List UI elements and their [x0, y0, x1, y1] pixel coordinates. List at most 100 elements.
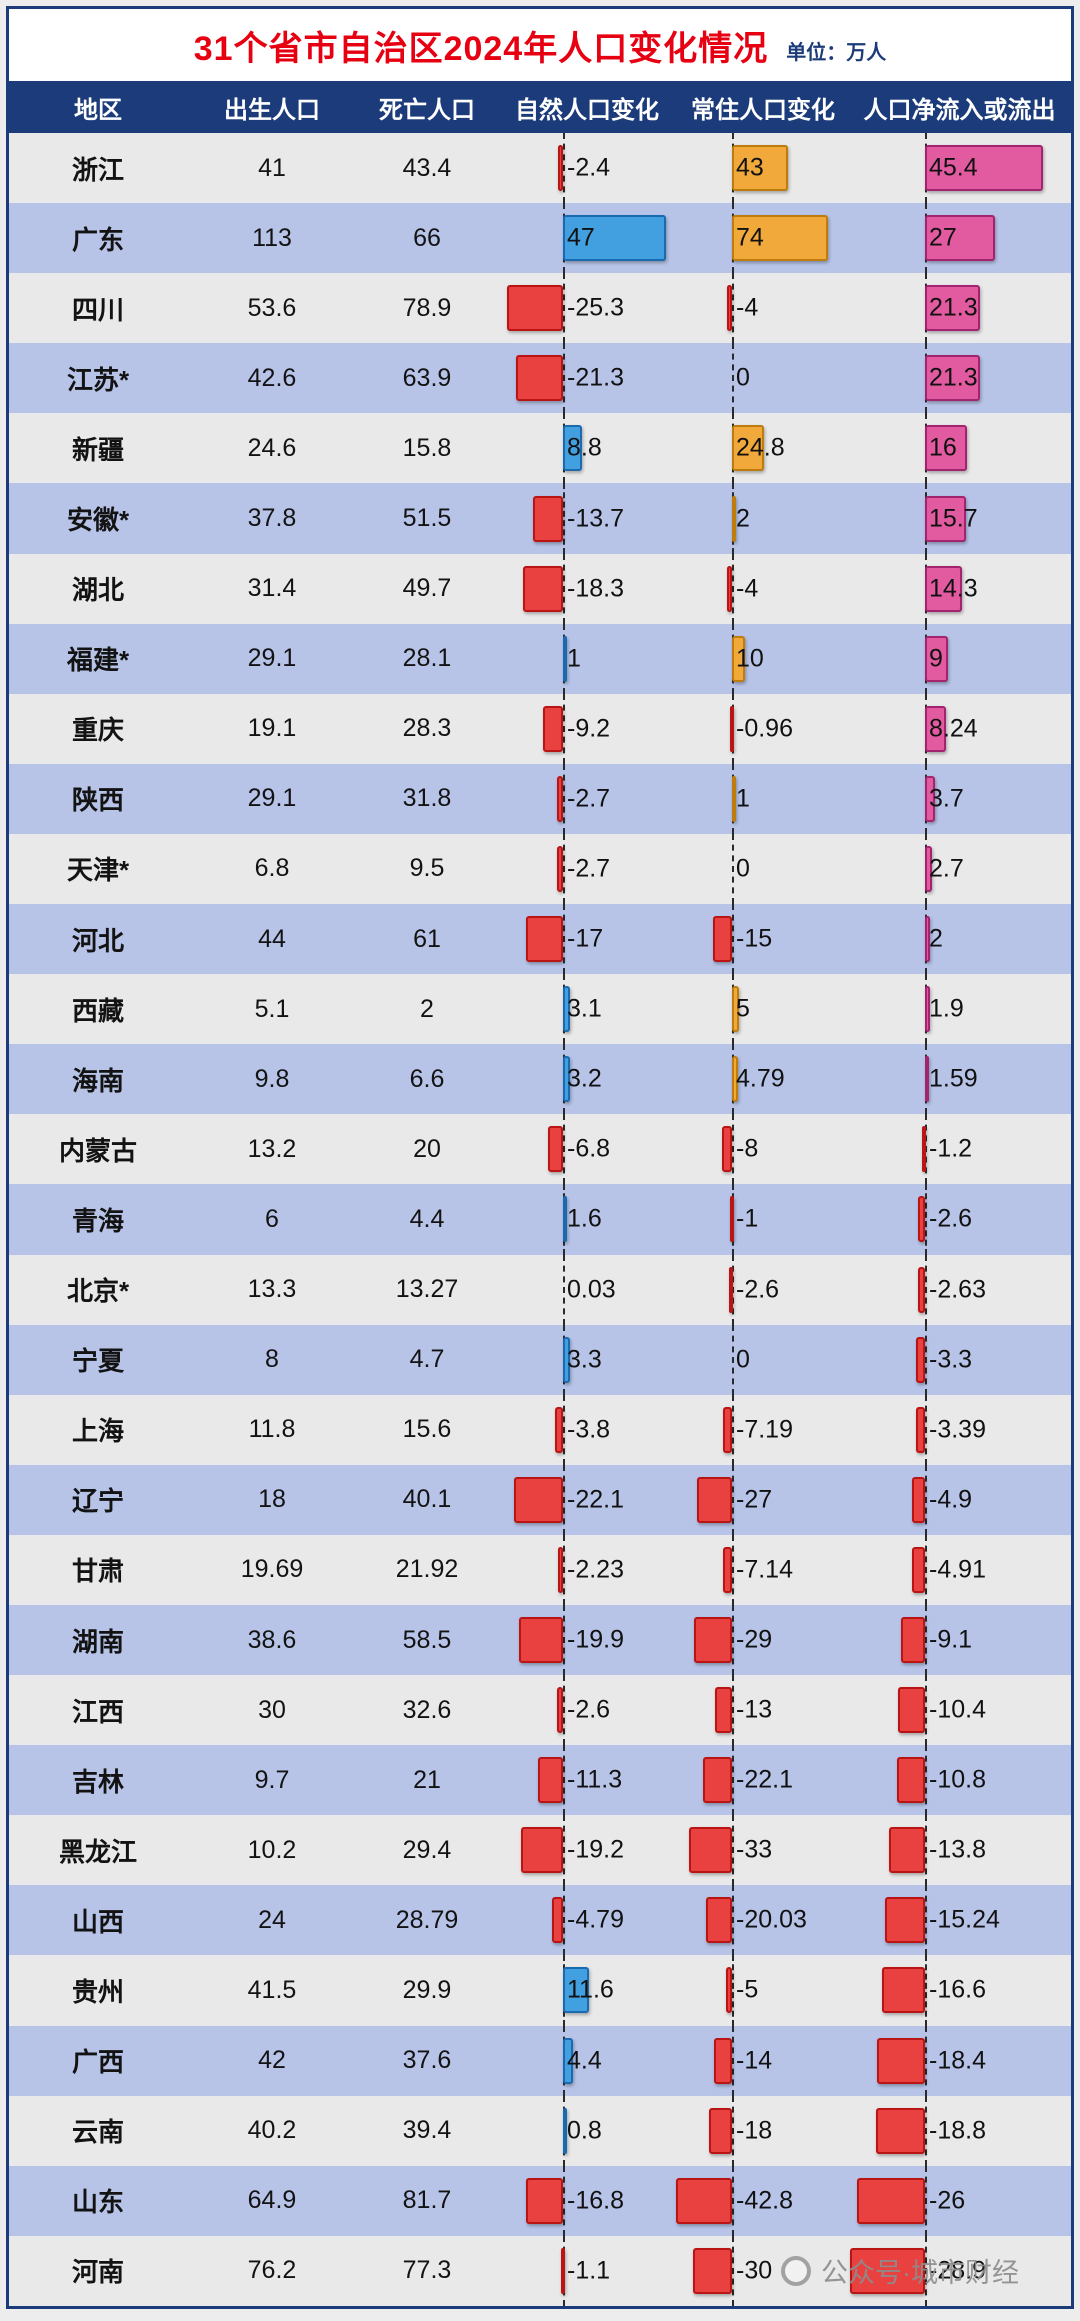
- births-value: 18: [258, 1485, 286, 1514]
- table-row: 宁夏 8 4.7 3.3 0 -3.3: [9, 1324, 1071, 1395]
- positive-value-bar: [732, 215, 829, 262]
- births-value: 41.5: [247, 1975, 297, 2004]
- watermark: 公众号·城市财经: [781, 2251, 1019, 2290]
- table-row: 浙江 41 43.4 -2.4 43 45.4: [9, 133, 1071, 204]
- deaths-value: 15.6: [402, 1415, 452, 1444]
- bar-value-label: 11.6: [567, 1975, 614, 2004]
- negative-value-bar: [557, 845, 563, 892]
- zero-axis-line: [732, 1324, 734, 1395]
- positive-value-bar: [925, 495, 966, 542]
- bar-value-label: 14.3: [929, 574, 978, 603]
- region-name: 云南: [71, 2117, 124, 2148]
- resident_change-cell: -13: [677, 1675, 849, 1746]
- table-row: 福建* 29.1 28.1 1 10 9: [9, 623, 1071, 694]
- births-value: 64.9: [247, 2186, 297, 2215]
- table-row: 陕西 29.1 31.8 -2.7 1 3.7: [9, 763, 1071, 834]
- net_migration-cell: -3.3: [849, 1324, 1070, 1395]
- bar-value-label: 1.9: [929, 994, 964, 1023]
- bar-value-label: -13.8: [929, 1835, 986, 1864]
- bar-value-label: -33: [736, 1835, 773, 1864]
- table-header-row: 地区 出生人口 死亡人口 自然人口变化 常住人口变化 人口净流入或流出: [9, 81, 1071, 133]
- region-name: 广西: [71, 2047, 124, 2078]
- zero-axis-line: [925, 2095, 927, 2166]
- negative-value-bar: [896, 1757, 925, 1804]
- positive-value-bar: [563, 635, 567, 682]
- table-row: 甘肃 19.69 21.92 -2.23 -7.14 -4.91: [9, 1534, 1071, 1605]
- region-name: 广东: [71, 224, 124, 255]
- deaths-value: 51.5: [402, 504, 452, 533]
- resident_change-cell: -1: [677, 1184, 849, 1255]
- zero-axis-line: [563, 693, 565, 764]
- natural_change-cell: 1.6: [497, 1184, 677, 1255]
- bar-value-label: -9.1: [929, 1625, 973, 1654]
- net_migration-cell: -18.8: [849, 2095, 1070, 2166]
- positive-value-bar: [563, 215, 667, 262]
- natural_change-cell: -6.8: [497, 1114, 677, 1185]
- resident_change-cell: 24.8: [677, 413, 849, 484]
- bar-value-label: -2.7: [567, 784, 611, 813]
- bar-value-label: 2.7: [929, 854, 964, 883]
- net_migration-cell: -15.24: [849, 1885, 1070, 1956]
- negative-value-bar: [514, 1476, 563, 1523]
- natural_change-cell: 3.2: [497, 1044, 677, 1115]
- bar-value-label: -11.3: [567, 1765, 623, 1794]
- net_migration-cell: 15.7: [849, 483, 1070, 554]
- page-title: 31个省市自治区2024年人口变化情况: [193, 29, 769, 68]
- bar-value-label: -22.1: [567, 1485, 624, 1514]
- net_migration-cell: 9: [849, 623, 1070, 694]
- bar-value-label: 74: [736, 223, 764, 252]
- net_migration-cell: 3.7: [849, 763, 1070, 834]
- bar-value-label: 24.8: [736, 433, 785, 462]
- watermark-logo-icon: [781, 2255, 811, 2286]
- zero-axis-line: [563, 1675, 565, 1746]
- region-name: 山东: [71, 2187, 124, 2218]
- resident_change-cell: -18: [677, 2095, 849, 2166]
- resident_change-cell: -2.6: [677, 1254, 849, 1325]
- bar-value-label: 9: [929, 644, 943, 673]
- natural_change-cell: -19.2: [497, 1815, 677, 1886]
- bar-value-label: -7.19: [736, 1415, 793, 1444]
- bar-value-label: -28.9: [929, 2256, 986, 2285]
- zero-axis-line: [732, 1955, 734, 2026]
- zero-axis-line: [925, 1604, 927, 1676]
- table-row: 云南 40.2 39.4 0.8 -18 -18.8: [9, 2095, 1071, 2166]
- negative-value-bar: [532, 495, 563, 542]
- negative-value-bar: [542, 705, 563, 752]
- zero-axis-line: [563, 343, 565, 414]
- births-value: 6: [265, 1204, 279, 1233]
- region-name: 江苏*: [66, 364, 130, 395]
- bar-value-label: -16.8: [567, 2186, 624, 2215]
- positive-value-bar: [563, 986, 570, 1033]
- zero-axis-line: [563, 1394, 565, 1465]
- region-name: 湖南: [71, 1626, 124, 1657]
- zero-axis-line: [925, 1464, 927, 1535]
- deaths-value: 29.4: [402, 1835, 452, 1864]
- births-value: 8: [265, 1345, 279, 1374]
- positive-value-bar: [925, 145, 1044, 192]
- negative-value-bar: [726, 285, 732, 332]
- zero-axis-line: [563, 763, 565, 834]
- net_migration-cell: -2.6: [849, 1184, 1070, 1255]
- bar-value-label: -15.24: [929, 1905, 1000, 1934]
- region-name: 天津*: [66, 855, 130, 886]
- region-name: 贵州: [71, 1976, 124, 2007]
- net_migration-cell: 21.3: [849, 273, 1070, 344]
- bar-value-label: 3.2: [567, 1064, 602, 1093]
- net_migration-cell: 21.3: [849, 343, 1070, 414]
- negative-value-bar: [722, 1546, 732, 1593]
- zero-axis-line: [732, 1394, 734, 1465]
- zero-axis-line: [925, 1534, 927, 1605]
- births-value: 9.8: [254, 1064, 290, 1093]
- births-value: 30: [258, 1695, 286, 1724]
- zero-axis-line: [732, 1604, 734, 1676]
- deaths-value: 28.79: [395, 1905, 459, 1934]
- births-value: 29.1: [247, 644, 297, 673]
- region-name: 海南: [71, 1065, 124, 1096]
- zero-axis-line: [563, 904, 565, 975]
- positive-value-bar: [925, 1056, 930, 1103]
- zero-axis-line: [563, 1114, 565, 1185]
- bar-value-label: -2.6: [567, 1695, 611, 1724]
- natural_change-cell: -17: [497, 904, 677, 975]
- births-value: 53.6: [247, 293, 297, 322]
- column-header-net_migration: 人口净流入或流出: [863, 96, 1056, 124]
